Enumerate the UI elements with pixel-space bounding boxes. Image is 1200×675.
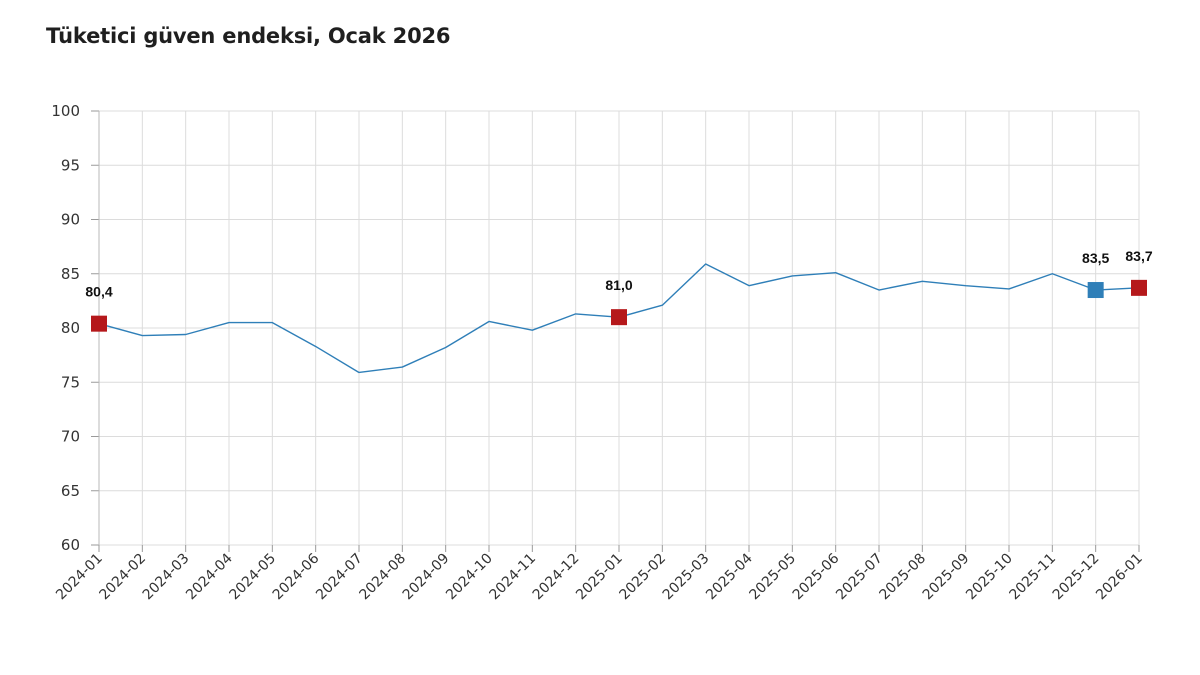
- y-tick-label: 100: [51, 102, 80, 120]
- x-tick-label: 2024-06: [270, 550, 323, 603]
- x-tick-label: 2024-05: [226, 551, 279, 604]
- x-tick-label: 2025-11: [1006, 551, 1059, 604]
- x-tick-label: 2026-01: [1093, 551, 1146, 604]
- highlight-marker: [1087, 282, 1104, 299]
- axes: 60 65 70 75 80 85 90 95 100 2024-012024-022024-03…: [51, 102, 1145, 603]
- grid: [98, 110, 1140, 546]
- data-labels: 80,4 81,0 83,5 83,7: [85, 248, 1152, 300]
- x-tick-label: 2024-07: [313, 551, 366, 604]
- highlight-marker: [611, 309, 627, 326]
- highlight-marker: [1131, 279, 1147, 296]
- x-tick-label: 2025-01: [573, 551, 626, 604]
- x-tick-label: 2024-08: [356, 551, 409, 604]
- y-tick-label: 85: [61, 265, 80, 283]
- x-tick-label: 2024-10: [443, 551, 496, 604]
- x-tick-label: 2025-07: [833, 551, 886, 604]
- x-tick-label: 2025-08: [876, 551, 929, 604]
- data-label: 83,5: [1082, 250, 1109, 266]
- chart-title: Tüketici güven endeksi, Ocak 2026: [46, 24, 451, 48]
- data-label: 83,7: [1125, 248, 1152, 264]
- x-tick-label: 2025-05: [746, 551, 799, 604]
- x-tick-label: 2025-09: [920, 551, 973, 604]
- y-tick-label: 80: [61, 319, 80, 337]
- highlight-marker: [91, 315, 107, 332]
- y-tick-label: 60: [61, 536, 80, 554]
- data-label: 81,0: [605, 277, 632, 293]
- x-tick-label: 2024-09: [400, 551, 453, 604]
- x-tick-label: 2025-03: [660, 551, 713, 604]
- x-tick-label: 2025-06: [790, 550, 843, 603]
- data-label: 80,4: [85, 284, 112, 300]
- x-tick-label: 2024-01: [53, 551, 106, 604]
- y-tick-label: 70: [61, 428, 80, 446]
- x-tick-label: 2025-12: [1050, 551, 1103, 604]
- y-tick-label: 90: [61, 211, 80, 229]
- y-tick-label: 75: [61, 373, 80, 391]
- x-tick-label: 2025-02: [616, 551, 669, 604]
- y-tick-label: 95: [61, 156, 80, 174]
- x-tick-label: 2024-12: [530, 551, 583, 604]
- x-tick-label: 2024-11: [486, 551, 539, 604]
- y-tick-label: 65: [61, 482, 80, 500]
- x-tick-label: 2024-04: [183, 550, 236, 603]
- x-tick-label: 2025-10: [963, 551, 1016, 604]
- x-tick-label: 2024-02: [96, 551, 149, 604]
- x-tick-label: 2025-04: [703, 550, 756, 603]
- highlight-markers: [91, 279, 1147, 332]
- x-tick-label: 2024-03: [140, 551, 193, 604]
